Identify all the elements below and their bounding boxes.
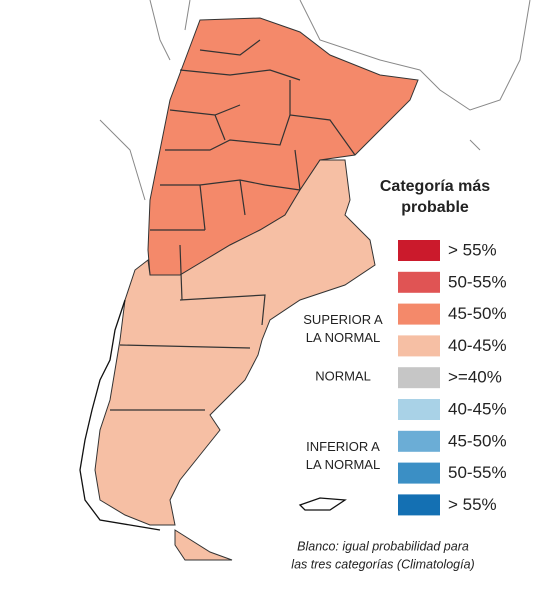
legend-label: >=40% [448, 368, 502, 387]
neighbors [99, 0, 531, 201]
tierra-del-fuego [174, 529, 233, 561]
footnote: las tres categorías (Climatología) [291, 557, 474, 571]
legend-swatch [398, 494, 440, 516]
legend-label: 40-45% [448, 399, 507, 418]
legend-label: > 55% [448, 495, 497, 514]
legend-title: Categoría más [380, 178, 490, 195]
legend-swatch [398, 367, 440, 389]
legend-title: probable [401, 199, 469, 216]
chile-coast [79, 299, 161, 531]
legend-label: > 55% [448, 240, 497, 259]
islands [298, 497, 347, 511]
legend-swatch [398, 335, 440, 357]
legend-swatch [398, 399, 440, 420]
legend-swatch [398, 430, 440, 452]
legend-swatch [398, 462, 440, 484]
legend-swatch [398, 240, 440, 261]
legend-swatch [398, 303, 440, 325]
province-borders [110, 39, 356, 411]
group-label: SUPERIOR A [303, 312, 383, 327]
group-label: INFERIOR A [306, 439, 380, 454]
group-label: LA NORMAL [306, 457, 380, 472]
group-label: LA NORMAL [306, 330, 380, 345]
legend-swatch [398, 271, 440, 293]
group-label: NORMAL [315, 369, 371, 384]
legend-label: 50-55% [448, 463, 507, 482]
legend-label: 45-50% [448, 431, 507, 450]
footnote: Blanco: igual probabilidad para [297, 539, 469, 553]
legend-label: 45-50% [448, 304, 507, 323]
legend-label: 50-55% [448, 272, 507, 291]
region-south [94, 159, 376, 526]
legend-label: 40-45% [448, 336, 507, 355]
